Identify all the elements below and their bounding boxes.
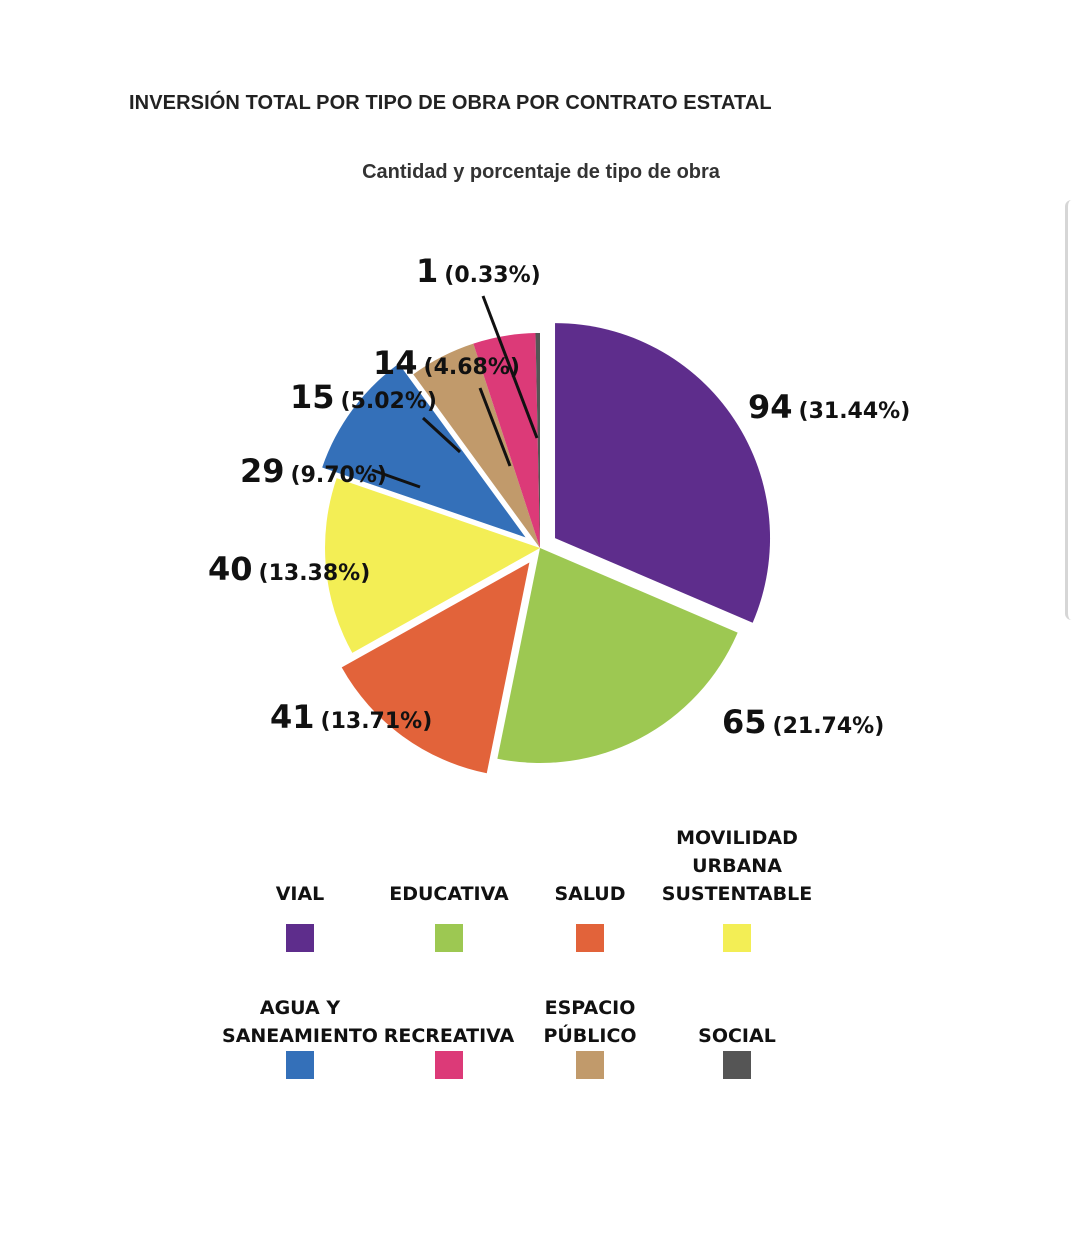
data-label-value: 94 xyxy=(748,388,793,426)
leader-line-social xyxy=(481,295,539,439)
legend-label: RECREATIVA xyxy=(384,1025,515,1047)
legend-label: EDUCATIVA xyxy=(389,883,509,905)
data-label-percent: (21.74%) xyxy=(773,714,885,739)
data-label-value: 14 xyxy=(373,344,418,382)
data-label: 94 (31.44%) xyxy=(748,388,910,426)
data-label: 1 (0.33%) xyxy=(416,252,541,290)
pie-slice-recreativa xyxy=(473,333,540,548)
pie-slice-social xyxy=(535,333,540,548)
pie-slice-salud xyxy=(341,562,530,774)
data-label-percent: (9.70%) xyxy=(291,463,387,488)
data-label-value: 41 xyxy=(270,698,315,736)
data-label-percent: (31.44%) xyxy=(799,399,911,424)
chart-title: Cantidad y porcentaje de tipo de obra xyxy=(362,161,720,183)
legend-label: MOVILIDAD xyxy=(676,827,798,849)
data-label-value: 1 xyxy=(416,252,438,290)
data-label-value: 29 xyxy=(240,452,285,490)
legend-swatch xyxy=(576,924,604,952)
data-label: 15 (5.02%) xyxy=(290,378,437,416)
legend: VIAL EDUCATIVA SALUD MOVILIDAD URBANA SUSTENT… xyxy=(222,827,812,1079)
legend-label: VIAL xyxy=(276,883,325,905)
pie-slice-vial xyxy=(555,323,771,623)
data-label-percent: (13.71%) xyxy=(321,709,433,734)
legend-label: ESPACIO xyxy=(545,997,636,1019)
scrollbar[interactable] xyxy=(1065,200,1074,620)
legend-swatch xyxy=(435,924,463,952)
legend-item-agua-y-saneamiento: AGUA Y SANEAMIENTO xyxy=(222,997,378,1079)
legend-label: SOCIAL xyxy=(698,1025,776,1047)
pie-slice-educativa xyxy=(497,548,738,764)
data-label: 65 (21.74%) xyxy=(722,703,884,741)
data-label: 29 (9.70%) xyxy=(240,452,387,490)
legend-swatch xyxy=(576,1051,604,1079)
legend-item-salud: SALUD xyxy=(554,883,626,952)
legend-item-movilidad-urbana-sustentable: MOVILIDAD URBANA SUSTENTABLE xyxy=(662,827,812,952)
legend-label: SALUD xyxy=(554,883,625,905)
data-label-percent: (13.38%) xyxy=(259,561,371,586)
legend-item-recreativa: RECREATIVA xyxy=(384,1025,515,1079)
legend-swatch xyxy=(435,1051,463,1079)
data-label-value: 40 xyxy=(208,550,253,588)
legend-label: AGUA Y xyxy=(260,997,340,1019)
legend-swatch xyxy=(723,924,751,952)
legend-swatch xyxy=(286,924,314,952)
legend-item-educativa: EDUCATIVA xyxy=(389,883,509,952)
legend-item-espacio-público: ESPACIO PÚBLICO xyxy=(543,997,637,1079)
data-label: 14 (4.68%) xyxy=(373,344,520,382)
legend-label: PÚBLICO xyxy=(543,1023,636,1047)
legend-item-social: SOCIAL xyxy=(698,1025,776,1079)
document-title: INVERSIÓN TOTAL POR TIPO DE OBRA POR CON… xyxy=(129,92,772,114)
pie-slice-agua-y-saneamiento xyxy=(322,363,526,538)
data-label-percent: (0.33%) xyxy=(444,263,540,288)
legend-label: SANEAMIENTO xyxy=(222,1025,378,1047)
data-label-percent: (5.02%) xyxy=(341,389,437,414)
pie-slices xyxy=(322,323,771,774)
legend-label: URBANA xyxy=(692,855,782,877)
data-label-value: 65 xyxy=(722,703,767,741)
legend-swatch xyxy=(723,1051,751,1079)
data-labels: 94 (31.44%) 65 (21.74%) 41 (13.71%) 40 (13.38%)… xyxy=(208,252,910,741)
legend-item-vial: VIAL xyxy=(276,883,325,952)
pie-slice-espacio-público xyxy=(413,343,540,548)
leader-line-recreativa xyxy=(478,387,512,467)
legend-label: SUSTENTABLE xyxy=(662,883,812,905)
data-label-percent: (4.68%) xyxy=(424,355,520,380)
leader-lines xyxy=(371,295,539,489)
data-label: 40 (13.38%) xyxy=(208,550,370,588)
pie-slice-movilidad-urbana-sustentable xyxy=(325,478,540,653)
leader-line-espacio-público xyxy=(421,416,462,454)
leader-line-agua-y-saneamiento xyxy=(371,468,421,489)
data-label-value: 15 xyxy=(290,378,335,416)
legend-swatch xyxy=(286,1051,314,1079)
data-label: 41 (13.71%) xyxy=(270,698,432,736)
